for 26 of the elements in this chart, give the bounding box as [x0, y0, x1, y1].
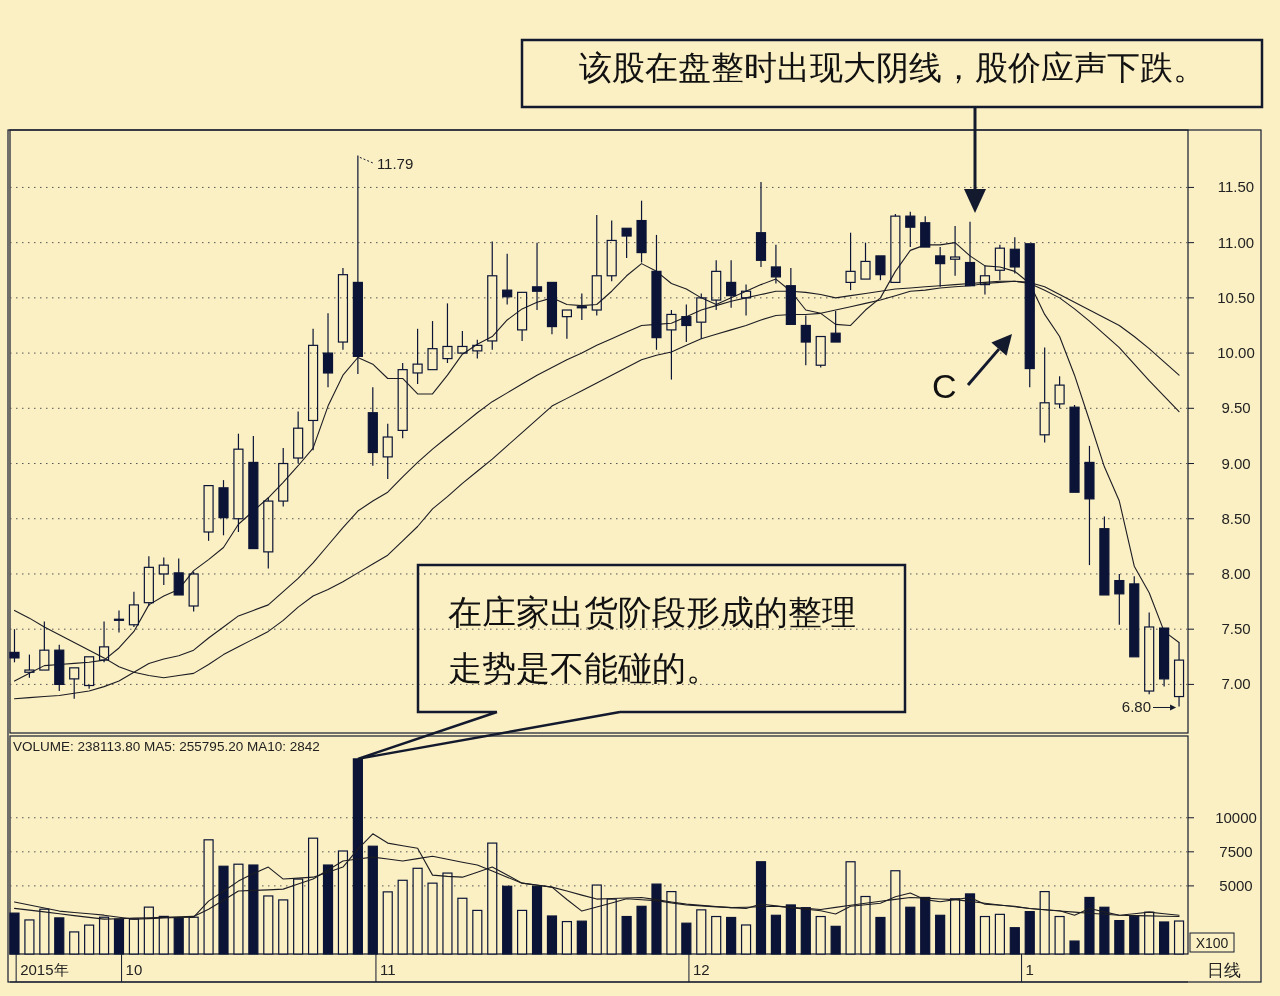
x-tick-label: 10	[125, 961, 143, 978]
annotation: C	[932, 367, 957, 405]
text: 日线	[1207, 961, 1241, 980]
y-tick-label: 5000	[1219, 876, 1253, 894]
y-tick-label: 7.50	[1221, 620, 1251, 638]
y-tick-label: 7500	[1219, 842, 1253, 860]
x-tick-label: 11	[379, 961, 396, 978]
y-tick-label: 10.00	[1217, 344, 1255, 362]
y-tick-label: 8.00	[1221, 564, 1251, 582]
x-tick-label: 12	[692, 961, 710, 978]
x-tick-label: 1	[1025, 961, 1034, 978]
y-tick-label: 9.00	[1221, 454, 1251, 472]
text: X100	[1195, 935, 1229, 951]
y-tick-label: 7.00	[1221, 675, 1251, 693]
annotation: 11.79	[376, 155, 414, 173]
y-tick-label: 11.50	[1217, 178, 1255, 196]
y-tick-label: 11.00	[1217, 233, 1255, 251]
y-tick-label: 10000	[1215, 808, 1257, 826]
annotation: 6.80	[1121, 698, 1152, 716]
text: 该股在盘整时出现大阴线，股价应声下跌。	[578, 50, 1206, 86]
y-tick-label: 10.50	[1217, 288, 1255, 306]
y-tick-label: 9.50	[1221, 399, 1251, 417]
x-tick-label: 2015年	[20, 961, 69, 978]
annotation: 在庄家出货阶段形成的整理走势是不能碰的。	[448, 594, 856, 687]
chart-title: VOLUME: 238113.80 MA5: 255795.20 MA10: 2842	[13, 739, 320, 754]
y-tick-label: 8.50	[1221, 509, 1251, 527]
